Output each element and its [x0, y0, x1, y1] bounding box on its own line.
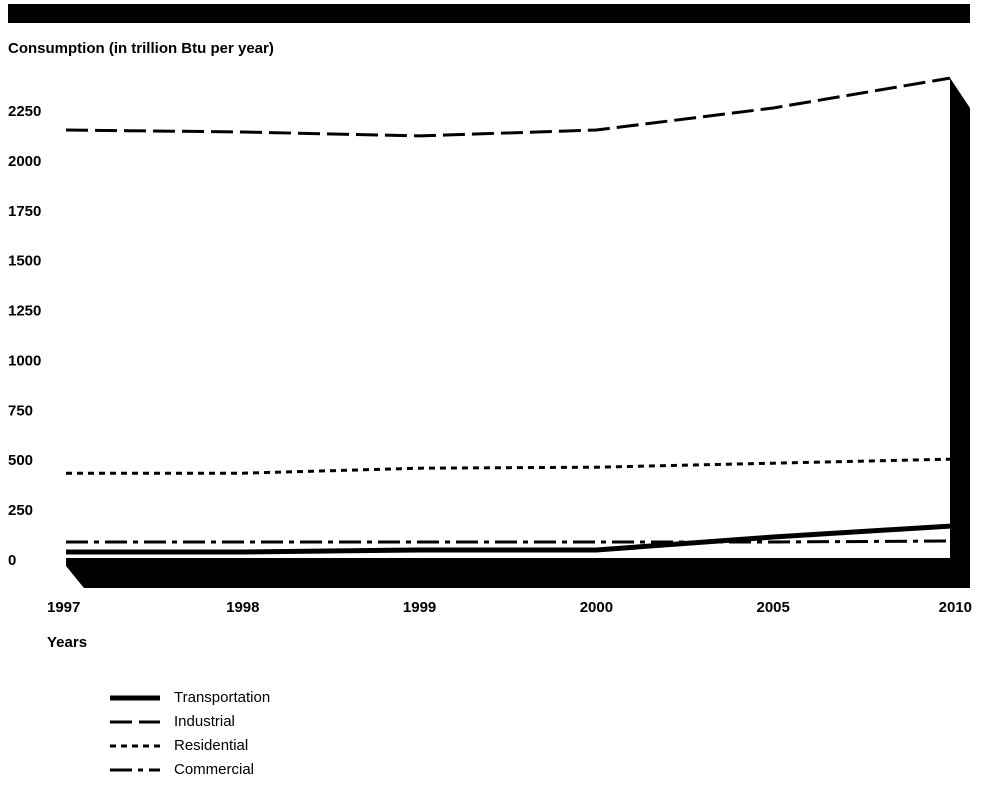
y-tick-label: 750	[8, 402, 33, 419]
legend-label: Residential	[174, 737, 249, 754]
chart-floor	[66, 558, 950, 588]
chart-right-wall	[950, 78, 970, 588]
legend-swatch	[110, 695, 160, 700]
x-tick-label: 2005	[757, 599, 790, 616]
series-line-industrial	[65, 76, 951, 138]
y-tick-label: 500	[8, 452, 33, 469]
x-tick-label: 2010	[939, 599, 972, 616]
header-bar	[8, 4, 970, 23]
x-tick-label: 2000	[580, 599, 613, 616]
x-tick-label: 1999	[403, 599, 436, 616]
y-tick-label: 1000	[8, 352, 41, 369]
series-line-commercial	[66, 539, 951, 544]
legend-item: Residential	[110, 734, 270, 757]
legend-label: Industrial	[174, 713, 235, 730]
y-axis-title: Consumption (in trillion Btu per year)	[8, 40, 274, 57]
legend-swatch	[110, 768, 160, 771]
legend: Transportation Industrial Residential Comme…	[110, 686, 270, 782]
legend-swatch	[110, 744, 160, 747]
y-tick-label: 1500	[8, 253, 41, 270]
legend-item: Industrial	[110, 710, 270, 733]
y-tick-label: 250	[8, 502, 33, 519]
legend-item: Transportation	[110, 686, 270, 709]
series-line-residential	[66, 457, 951, 475]
legend-item: Commercial	[110, 758, 270, 781]
legend-swatch	[110, 720, 160, 723]
x-axis-title: Years	[47, 634, 88, 651]
y-tick-label: 0	[8, 552, 16, 569]
y-tick-label: 2250	[8, 103, 41, 120]
line-chart: 0 250 500 750 1000 1250 1500 1750 2000 2250 1997 1…	[8, 76, 972, 616]
y-tick-label: 1250	[8, 303, 41, 320]
legend-label: Commercial	[174, 761, 255, 778]
series-line-transportation	[66, 523, 951, 555]
x-tick-label: 1998	[226, 599, 259, 616]
y-tick-label: 2000	[8, 153, 41, 170]
legend-label: Transportation	[174, 689, 271, 706]
y-tick-label: 1750	[8, 203, 41, 220]
x-tick-label: 1997	[47, 599, 80, 616]
